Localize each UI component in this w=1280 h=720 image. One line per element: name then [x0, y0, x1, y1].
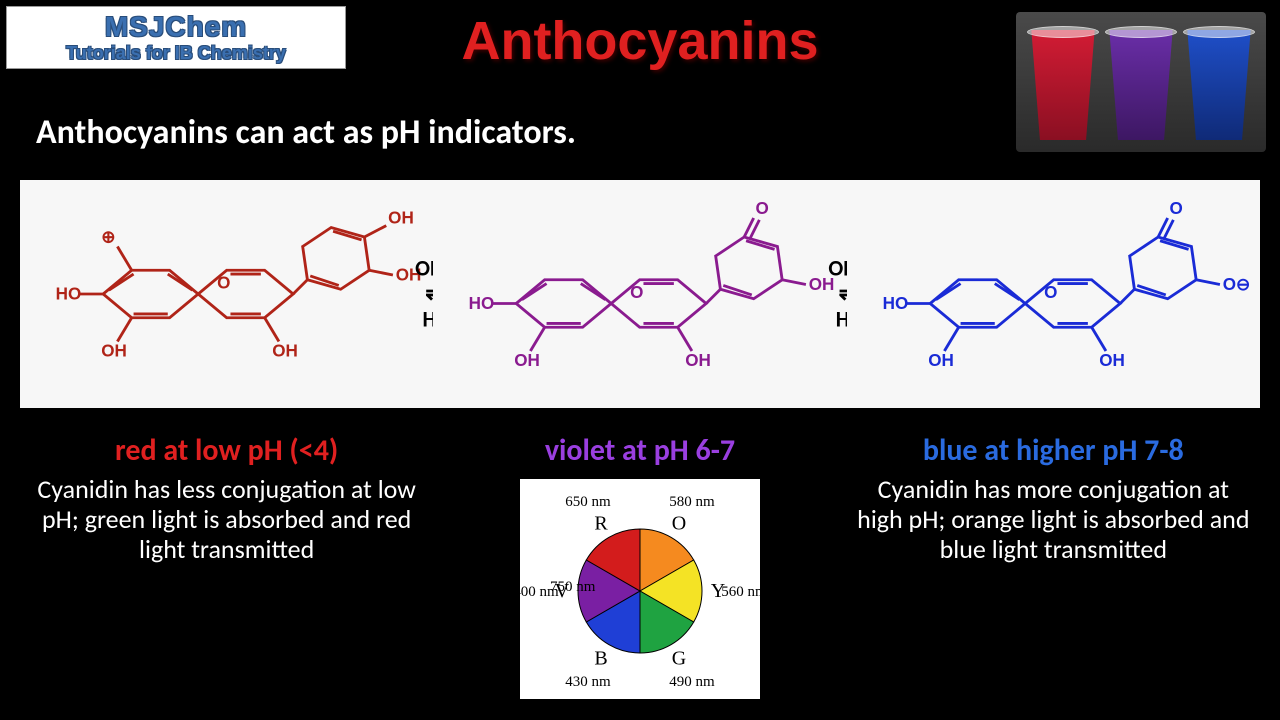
subtitle: Anthocyanins can act as pH indicators. — [36, 112, 576, 153]
structure-cyanidin-violet: HO OH O OH O OH OH⁻ ⇌ H⁺ — [433, 180, 846, 408]
cup-rim — [1105, 26, 1177, 38]
cup-rim — [1027, 26, 1099, 38]
cup-red-liquid — [1027, 30, 1099, 140]
molecule-violet-icon: HO OH O OH O OH — [433, 180, 846, 408]
color-wheel: O580 nmY560 nmG490 nmB430 nmV400 nmR650 … — [520, 479, 760, 699]
wheel-code-G: G — [672, 648, 686, 670]
cup-violet-liquid — [1105, 30, 1177, 140]
mol-red-bonds — [79, 226, 393, 342]
svg-text:OH: OH — [928, 351, 954, 370]
mol-blue-bonds — [906, 218, 1220, 351]
col-red: red at low pH (<4) Cyanidin has less con… — [20, 428, 433, 710]
svg-text:HO: HO — [56, 285, 82, 304]
svg-text:O⊖: O⊖ — [1222, 275, 1250, 294]
svg-text:OH: OH — [686, 351, 712, 370]
wheel-nm-Y: 560 nm — [721, 584, 760, 600]
svg-text:OH: OH — [272, 342, 298, 361]
structure-cyanidin-red: HO OH ⊕ O OH OH OH OH⁻ ⇌ H⁺ — [20, 180, 433, 408]
cup-blue-liquid — [1183, 30, 1255, 140]
svg-text:OH: OH — [515, 351, 541, 370]
label-violet: violet at pH 6-7 — [545, 432, 735, 469]
structures-row: HO OH ⊕ O OH OH OH OH⁻ ⇌ H⁺ — [20, 180, 1260, 408]
wheel-nm-extra: 750 nm — [550, 579, 596, 595]
bottom-row: red at low pH (<4) Cyanidin has less con… — [20, 428, 1260, 710]
cup-blue — [1183, 30, 1255, 140]
mol-violet-bonds — [493, 218, 807, 351]
wheel-nm-G: 490 nm — [669, 674, 715, 690]
cup-rim — [1183, 26, 1255, 38]
wheel-code-B: B — [594, 648, 607, 670]
mol-red-labels: HO OH ⊕ O OH OH OH — [56, 209, 422, 361]
svg-text:OH: OH — [101, 342, 127, 361]
wheel-nm-R: 650 nm — [565, 494, 611, 510]
label-red: red at low pH (<4) — [30, 432, 423, 469]
svg-text:OH: OH — [1099, 351, 1125, 370]
structure-cyanidin-blue: HO OH O OH O O⊖ — [847, 180, 1260, 408]
svg-text:O: O — [1044, 283, 1057, 302]
desc-blue: Cyanidin has more conjugation at high pH… — [857, 475, 1250, 565]
svg-text:O: O — [756, 199, 769, 218]
molecule-blue-icon: HO OH O OH O O⊖ — [847, 180, 1260, 408]
wheel-nm-O: 580 nm — [669, 494, 715, 510]
col-blue: blue at higher pH 7-8 Cyanidin has more … — [847, 428, 1260, 710]
wheel-code-R: R — [594, 512, 608, 534]
svg-text:OH: OH — [388, 209, 414, 228]
svg-text:⊕: ⊕ — [101, 228, 115, 247]
molecule-red-icon: HO OH ⊕ O OH OH OH — [20, 180, 433, 408]
svg-text:O: O — [1169, 199, 1182, 218]
indicator-cups-photo — [1016, 12, 1266, 152]
svg-text:O: O — [217, 273, 230, 292]
col-center: violet at pH 6-7 O580 nmY560 nmG490 nmB4… — [433, 428, 846, 710]
svg-text:O: O — [630, 283, 643, 302]
label-blue: blue at higher pH 7-8 — [857, 432, 1250, 469]
wheel-nm-B: 430 nm — [565, 674, 611, 690]
cup-red — [1027, 30, 1099, 140]
wheel-code-O: O — [672, 512, 686, 534]
svg-text:HO: HO — [882, 294, 908, 313]
svg-text:HO: HO — [469, 294, 495, 313]
desc-red: Cyanidin has less conjugation at low pH;… — [30, 475, 423, 565]
cup-violet — [1105, 30, 1177, 140]
